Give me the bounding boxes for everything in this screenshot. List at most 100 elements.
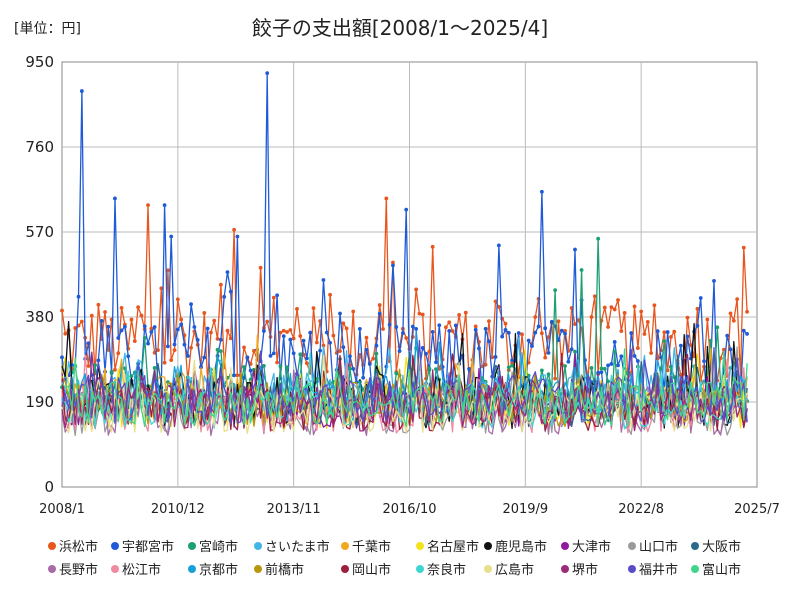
x-tick-label: 2008/1 <box>39 502 85 517</box>
data-point <box>510 363 514 368</box>
data-point <box>79 89 84 93</box>
data-point <box>275 293 280 298</box>
legend-item: 福井市 <box>628 562 678 578</box>
data-point <box>639 309 644 314</box>
data-point <box>261 329 266 333</box>
data-point <box>400 331 405 336</box>
data-point <box>305 356 309 361</box>
data-point <box>308 330 313 335</box>
data-point <box>632 354 637 358</box>
data-point <box>60 355 64 360</box>
legend-label: 京都市 <box>199 562 238 578</box>
data-point <box>566 359 571 364</box>
data-point <box>616 363 620 368</box>
data-point <box>606 379 610 384</box>
data-point <box>235 373 240 378</box>
data-point <box>179 322 184 327</box>
data-point <box>248 377 253 382</box>
data-point <box>609 305 614 310</box>
data-point <box>152 365 157 370</box>
legend-item: 富山市 <box>691 562 741 578</box>
data-point <box>404 336 409 340</box>
unit-label: [単位：円] <box>14 21 81 37</box>
data-point <box>265 319 270 324</box>
data-point <box>487 339 491 344</box>
data-point <box>612 340 617 344</box>
data-point <box>202 355 207 360</box>
legend-label: 富山市 <box>702 562 741 578</box>
data-point <box>126 354 131 359</box>
data-point <box>318 348 323 353</box>
data-point <box>467 367 471 371</box>
data-point <box>129 317 134 322</box>
data-point <box>89 313 94 318</box>
data-point <box>331 333 336 338</box>
data-point <box>116 336 121 340</box>
data-point <box>549 319 554 324</box>
legend-marker <box>188 565 196 573</box>
data-point <box>546 372 551 377</box>
data-point <box>745 309 749 314</box>
data-point <box>79 319 84 324</box>
data-point <box>533 330 538 335</box>
series-福井市 <box>61 339 748 425</box>
series-富山市 <box>61 348 748 428</box>
data-point <box>635 346 640 350</box>
legend-marker <box>484 565 492 573</box>
data-point <box>503 327 508 332</box>
data-point <box>179 317 184 322</box>
y-tick-label: 380 <box>25 308 54 326</box>
data-point <box>371 356 375 361</box>
data-point <box>106 324 111 329</box>
data-point <box>285 330 289 334</box>
data-point <box>487 319 491 324</box>
data-point <box>103 310 107 314</box>
data-point <box>735 297 740 302</box>
data-point <box>437 323 442 328</box>
data-point <box>715 325 720 330</box>
legend-marker <box>416 542 424 550</box>
legend-label: 宮崎市 <box>199 539 238 555</box>
data-point <box>602 305 607 310</box>
data-point <box>394 371 399 376</box>
data-point <box>381 327 385 331</box>
data-point <box>215 336 220 341</box>
data-point <box>612 307 617 312</box>
data-point <box>543 355 548 360</box>
legend-marker <box>691 542 699 550</box>
data-point <box>185 354 190 358</box>
legend-item: 鹿児島市 <box>484 539 547 555</box>
legend-label: さいたま市 <box>265 539 330 555</box>
legend-marker <box>341 565 349 573</box>
data-point <box>662 339 667 344</box>
data-point <box>698 296 703 300</box>
data-point <box>351 309 356 314</box>
data-point <box>73 326 78 330</box>
data-point <box>195 337 200 342</box>
data-point <box>305 361 309 366</box>
data-point <box>632 304 637 309</box>
data-point <box>344 326 349 331</box>
data-point <box>218 282 223 287</box>
data-point <box>559 328 564 333</box>
data-point <box>573 322 577 327</box>
data-point <box>708 338 713 343</box>
data-point <box>324 330 329 335</box>
data-point <box>212 318 217 323</box>
data-point <box>109 369 114 374</box>
data-point <box>172 342 177 347</box>
legend-marker <box>691 565 699 573</box>
data-point <box>96 302 101 307</box>
legend-item: 宇都宮市 <box>111 539 174 555</box>
legend-item: 浜松市 <box>48 539 98 555</box>
data-point <box>573 349 577 354</box>
data-point <box>96 358 101 363</box>
data-point <box>301 338 306 343</box>
data-point <box>261 363 266 368</box>
data-point <box>473 324 478 329</box>
data-point <box>473 327 478 332</box>
data-point <box>252 348 256 353</box>
data-point <box>457 312 462 317</box>
